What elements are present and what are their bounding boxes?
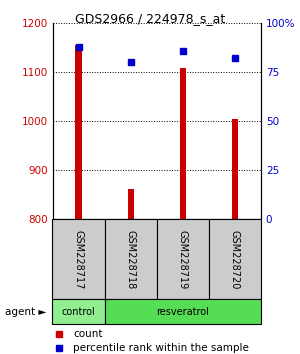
- Text: GSM228717: GSM228717: [74, 230, 84, 289]
- Text: percentile rank within the sample: percentile rank within the sample: [74, 343, 249, 353]
- Bar: [209, 219, 261, 299]
- Bar: [105, 219, 157, 299]
- Bar: [232, 119, 238, 219]
- Text: GSM228720: GSM228720: [230, 230, 240, 289]
- Bar: [180, 68, 186, 219]
- Text: GDS2966 / 224978_s_at: GDS2966 / 224978_s_at: [75, 12, 225, 25]
- Text: agent ►: agent ►: [5, 307, 47, 316]
- Text: GSM228718: GSM228718: [126, 230, 136, 289]
- Bar: [75, 45, 82, 219]
- Bar: [105, 299, 261, 324]
- Bar: [52, 299, 105, 324]
- Text: count: count: [74, 329, 103, 339]
- Text: resveratrol: resveratrol: [156, 307, 209, 316]
- Bar: [52, 219, 105, 299]
- Text: GSM228719: GSM228719: [178, 230, 188, 289]
- Bar: [157, 219, 209, 299]
- Text: control: control: [62, 307, 95, 316]
- Bar: [128, 189, 134, 219]
